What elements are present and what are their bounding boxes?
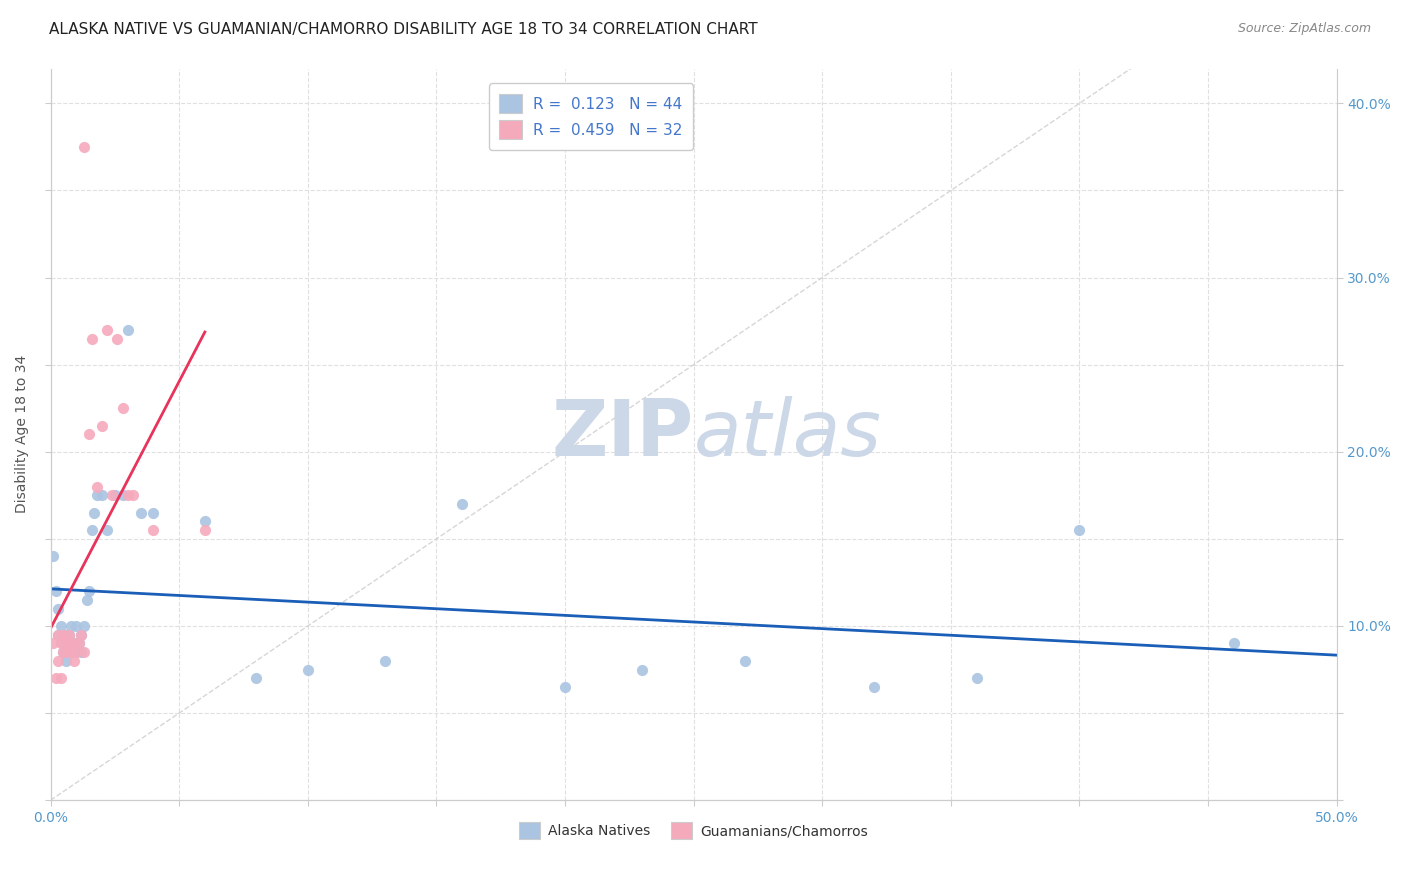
Point: [49, 619, 72, 633]
Point: [76, 592, 98, 607]
Point: [46, 601, 69, 615]
Point: [862, 680, 884, 694]
Point: [73, 645, 96, 659]
Point: [42, 636, 65, 650]
Point: [60, 645, 83, 659]
Point: [91, 418, 114, 433]
Point: [96, 523, 118, 537]
Point: [117, 488, 139, 502]
Y-axis label: Disability Age 18 to 34: Disability Age 18 to 34: [15, 355, 30, 514]
Point: [70, 628, 93, 642]
Point: [52, 636, 75, 650]
Point: [80, 523, 103, 537]
Point: [86, 488, 108, 502]
Point: [58, 636, 80, 650]
Point: [117, 323, 139, 337]
Point: [60, 645, 83, 659]
Point: [1223, 636, 1246, 650]
Text: atlas: atlas: [693, 396, 882, 473]
Point: [245, 671, 267, 685]
Point: [91, 488, 114, 502]
Point: [966, 671, 988, 685]
Point: [111, 401, 134, 416]
Point: [52, 645, 75, 659]
Point: [46, 654, 69, 668]
Point: [73, 619, 96, 633]
Point: [70, 628, 93, 642]
Point: [83, 506, 105, 520]
Point: [58, 636, 80, 650]
Point: [734, 654, 756, 668]
Legend: Alaska Natives, Guamanians/Chamorros: Alaska Natives, Guamanians/Chamorros: [513, 816, 873, 845]
Point: [52, 628, 75, 642]
Point: [194, 515, 217, 529]
Point: [96, 323, 118, 337]
Point: [46, 628, 69, 642]
Point: [58, 628, 80, 642]
Point: [62, 636, 84, 650]
Point: [77, 584, 100, 599]
Point: [73, 140, 96, 154]
Point: [107, 332, 129, 346]
Point: [67, 636, 90, 650]
Point: [55, 645, 77, 659]
Point: [297, 663, 319, 677]
Point: [129, 506, 152, 520]
Point: [45, 671, 67, 685]
Point: [121, 488, 143, 502]
Point: [142, 523, 165, 537]
Point: [65, 645, 87, 659]
Point: [101, 488, 124, 502]
Point: [58, 628, 80, 642]
Point: [52, 645, 75, 659]
Point: [42, 549, 65, 564]
Point: [554, 680, 576, 694]
Point: [70, 645, 93, 659]
Point: [62, 654, 84, 668]
Point: [60, 619, 83, 633]
Point: [77, 427, 100, 442]
Text: Source: ZipAtlas.com: Source: ZipAtlas.com: [1237, 22, 1371, 36]
Point: [55, 628, 77, 642]
Point: [142, 506, 165, 520]
Point: [374, 654, 396, 668]
Point: [65, 645, 87, 659]
Point: [86, 480, 108, 494]
Point: [55, 654, 77, 668]
Point: [111, 488, 134, 502]
Point: [194, 523, 217, 537]
Text: ALASKA NATIVE VS GUAMANIAN/CHAMORRO DISABILITY AGE 18 TO 34 CORRELATION CHART: ALASKA NATIVE VS GUAMANIAN/CHAMORRO DISA…: [49, 22, 758, 37]
Text: ZIP: ZIP: [551, 396, 693, 473]
Point: [67, 636, 90, 650]
Point: [46, 628, 69, 642]
Point: [49, 671, 72, 685]
Point: [45, 584, 67, 599]
Point: [49, 636, 72, 650]
Point: [631, 663, 654, 677]
Point: [62, 636, 84, 650]
Point: [451, 497, 474, 511]
Point: [104, 488, 127, 502]
Point: [65, 619, 87, 633]
Point: [1069, 523, 1091, 537]
Point: [55, 636, 77, 650]
Point: [80, 332, 103, 346]
